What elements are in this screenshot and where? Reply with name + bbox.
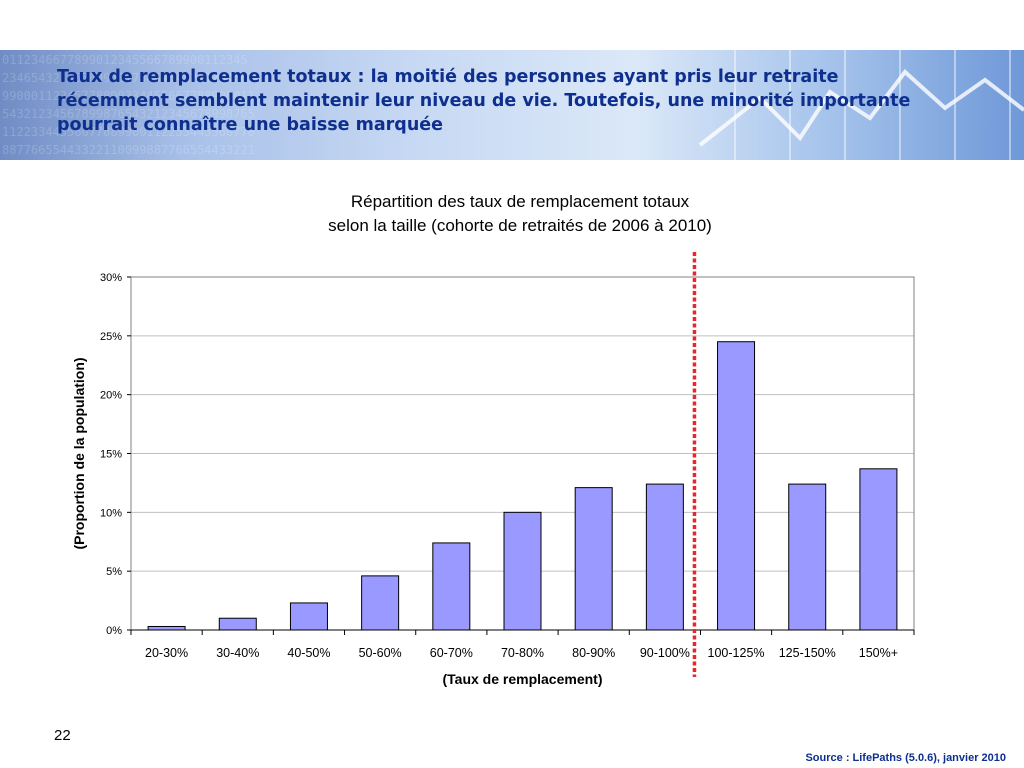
bars	[147, 341, 898, 631]
y-tick-label: 30%	[100, 272, 122, 284]
bar-50-60%	[361, 575, 400, 631]
svg-text:990001123457788993344556677889: 99000112345778899334455667788990011	[2, 89, 255, 103]
x-tick-label: 60-70%	[430, 646, 473, 660]
chart-title: Répartition des taux de remplacement tot…	[200, 190, 840, 238]
chart-title-line-1: Répartition des taux de remplacement tot…	[350, 192, 690, 211]
x-tick-label: 90-100%	[640, 646, 690, 660]
bar-100-125%	[717, 341, 756, 631]
bar-80-90%	[574, 487, 613, 631]
x-axis-title: (Taux de remplacement)	[442, 671, 602, 687]
y-tick-label: 5%	[106, 566, 122, 578]
x-tick-label: 80-90%	[572, 646, 615, 660]
y-tick-label: 10%	[100, 507, 122, 519]
bar-20-30%	[147, 625, 186, 631]
y-axis-title: (Proportion de la population)	[71, 357, 87, 549]
svg-text:112233445566778899001122334455: 11223344556677889900112233445566778	[2, 125, 255, 139]
slide-title: Taux de remplacement totaux : la moitié …	[57, 67, 911, 135]
header-background-graphic: 0112346677899012345566789900112345 23465…	[2, 50, 1024, 160]
bar-30-40%	[218, 617, 257, 631]
x-tick-label: 30-40%	[216, 646, 259, 660]
y-tick-label: 25%	[100, 331, 122, 343]
x-tick-label: 40-50%	[287, 646, 330, 660]
header-banner: 0112346677899012345566789900112345 23465…	[0, 50, 1024, 160]
bar-70-80%	[503, 511, 542, 631]
x-tick-label: 150%+	[859, 646, 898, 660]
svg-text:543212345678998765432123456789: 54321234567899876543212345678998765	[2, 107, 255, 121]
bar-90-100%	[645, 483, 684, 631]
svg-text:234654321467899887754545432112: 23465432146789988775454543211234567	[2, 71, 255, 85]
x-tick-label: 20-30%	[145, 646, 188, 660]
bar-150%+	[859, 468, 898, 631]
y-tick-label: 0%	[106, 625, 122, 637]
x-tick-label: 70-80%	[501, 646, 544, 660]
svg-text:011234667789901234556678990011: 0112346677899012345566789900112345	[2, 53, 248, 67]
svg-text:887766554433221100998877665544: 88776655443322110099887766554433221	[2, 143, 255, 157]
y-axis-ticks: 0% 5% 10% 15% 20% 25% 30%	[100, 272, 131, 637]
page-number: 22	[54, 727, 71, 744]
x-tick-label: 125-150%	[779, 646, 836, 660]
bar-40-50%	[289, 602, 328, 631]
x-axis-ticks: 20-30% 30-40% 40-50% 50-60% 60-70% 70-80% 80-9…	[130, 630, 915, 660]
source-note: Source : LifePaths (5.0.6), janvier 2010	[805, 752, 1006, 764]
x-tick-label: 50-60%	[359, 646, 402, 660]
x-tick-label: 100-125%	[708, 646, 765, 660]
bar-60-70%	[432, 542, 471, 631]
y-tick-label: 15%	[100, 449, 122, 461]
chart-title-line-2: selon la taille (cohorte de retraités de…	[328, 216, 712, 235]
bar-125-150%	[788, 483, 827, 631]
y-tick-label: 20%	[100, 390, 122, 402]
